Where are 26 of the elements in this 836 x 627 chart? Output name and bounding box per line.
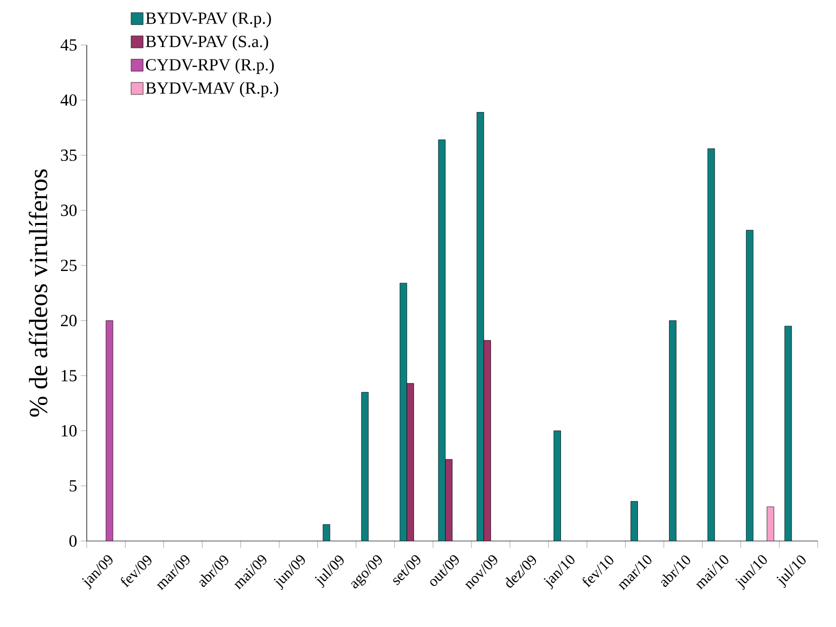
y-tick-label: 20 xyxy=(60,314,77,326)
bar xyxy=(476,112,484,541)
bar xyxy=(669,320,676,541)
bar xyxy=(708,148,715,541)
bar xyxy=(630,501,638,541)
bar xyxy=(438,140,446,541)
legend-label: CYDV-RPV (R.p.) xyxy=(146,58,274,74)
bar xyxy=(784,326,792,541)
bar xyxy=(484,340,491,541)
y-tick-label: 40 xyxy=(60,94,77,106)
bar xyxy=(554,430,561,541)
y-tick-label: 0 xyxy=(69,535,77,547)
bar xyxy=(406,383,414,541)
legend-label: BYDV-MAV (R.p.) xyxy=(146,82,278,98)
bar xyxy=(445,459,452,541)
legend-label: BYDV-PAV (S.a.) xyxy=(146,35,268,51)
y-tick-label: 30 xyxy=(61,204,77,216)
y-tick-label: 10 xyxy=(62,425,77,437)
y-tick-label: 15 xyxy=(62,370,77,382)
y-tick-label: 5 xyxy=(70,480,77,492)
legend-label: BYDV-PAV (R.p.) xyxy=(146,12,271,28)
y-axis-title: % de afídeos virulíferos xyxy=(28,169,48,417)
y-tick-label: 45 xyxy=(60,39,77,51)
y-tick-label: 35 xyxy=(61,150,77,161)
y-tick-label: 25 xyxy=(60,260,77,272)
bar xyxy=(746,230,754,541)
